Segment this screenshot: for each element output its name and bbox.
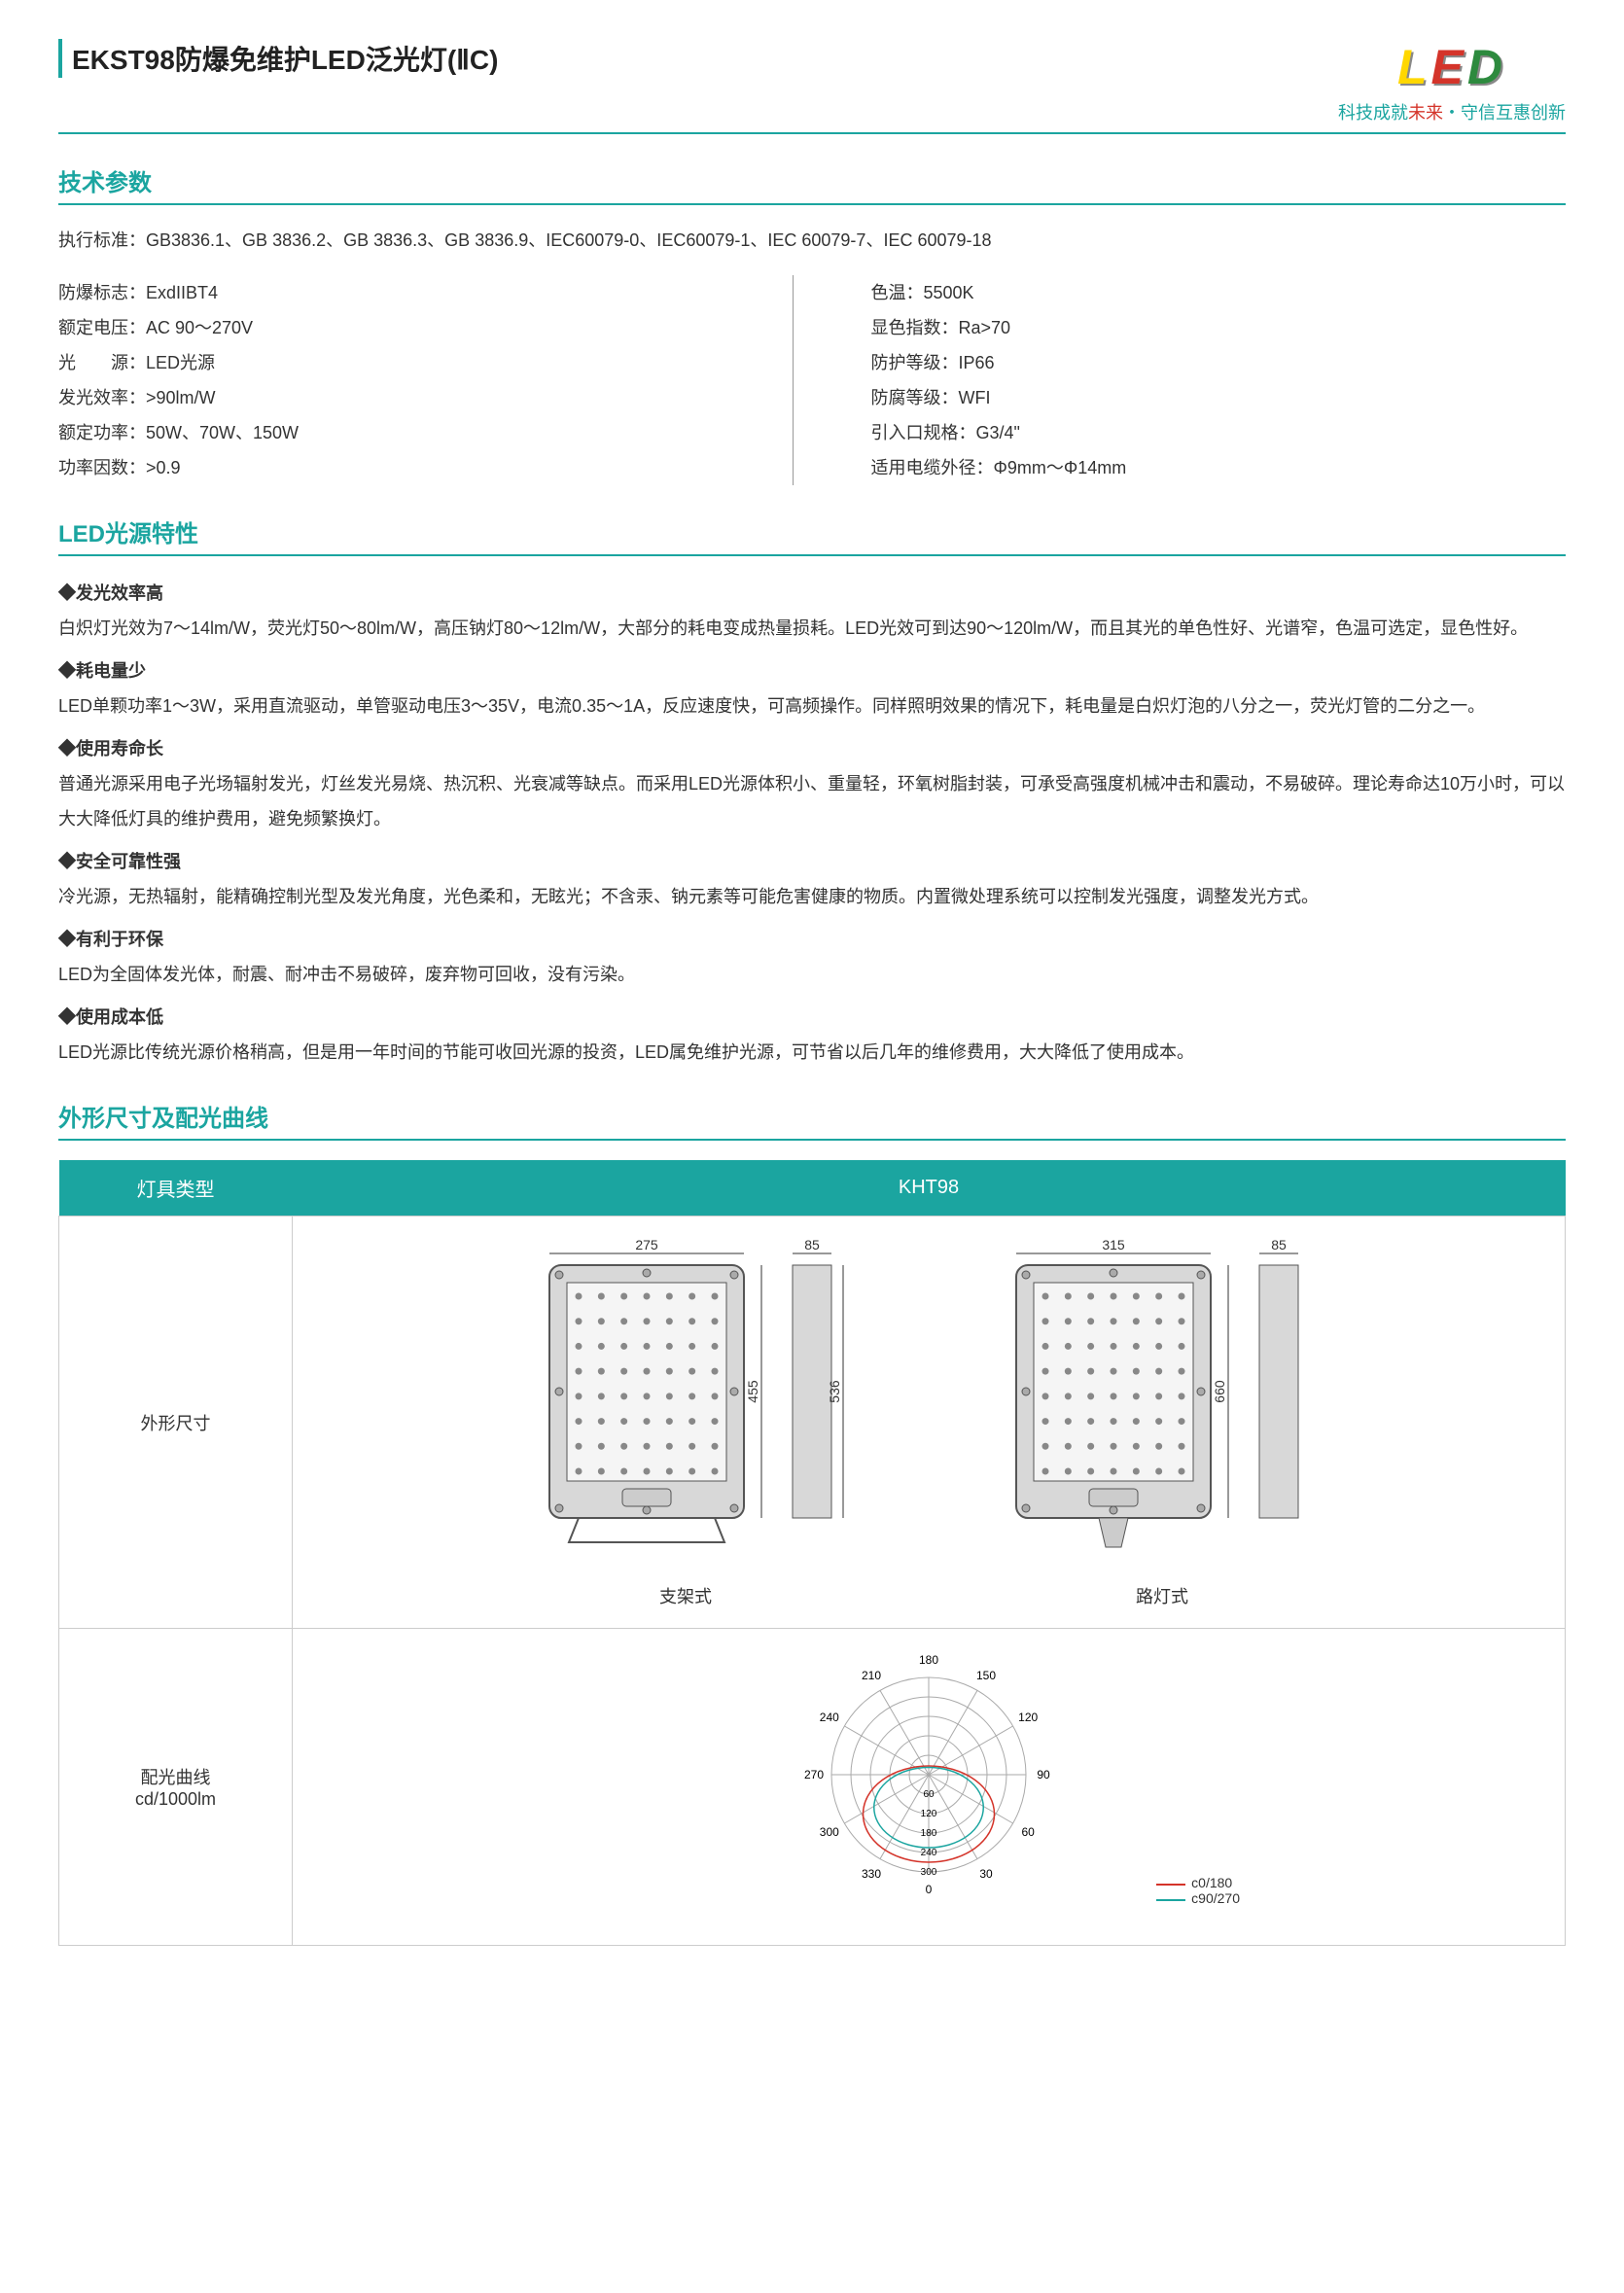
polar-legend: c0/180c90/270	[1156, 1875, 1240, 1906]
svg-text:60: 60	[1022, 1825, 1036, 1839]
param-row: 光 源：LED光源	[58, 345, 754, 380]
svg-text:536: 536	[827, 1380, 842, 1403]
diagram-pole: 315 660 85 路灯式	[977, 1236, 1347, 1608]
params-left-col: 防爆标志：ExdIIBT4额定电压：AC 90～270V光 源：LED光源发光效…	[58, 275, 794, 485]
exec-standard: 执行标准：GB3836.1、GB 3836.2、GB 3836.3、GB 383…	[58, 225, 1566, 256]
led-logo: LED	[1338, 39, 1566, 95]
svg-text:85: 85	[804, 1237, 820, 1252]
svg-text:660: 660	[1212, 1380, 1227, 1403]
logo-letter-e: E	[1431, 40, 1467, 94]
param-row: 额定功率：50W、70W、150W	[58, 415, 754, 450]
feature-heading: ◆有利于环保	[58, 922, 1566, 957]
param-row: 防腐等级：WFI	[871, 380, 1567, 415]
feature-heading: ◆发光效率高	[58, 576, 1566, 611]
slogan: 科技成就未来・守信互惠创新	[1338, 99, 1566, 124]
param-row: 色温：5500K	[871, 275, 1567, 310]
section-led-features: LED光源特性	[58, 514, 1566, 556]
feature-text: LED光源比传统光源价格稍高，但是用一年时间的节能可收回光源的投资，LED属免维…	[58, 1035, 1566, 1070]
param-row: 适用电缆外径：Φ9mm～Φ14mm	[871, 450, 1567, 485]
feature-heading: ◆耗电量少	[58, 653, 1566, 688]
logo-letter-d: D	[1467, 40, 1506, 94]
feature-text: LED为全固体发光体，耐震、耐冲击不易破碎，废弃物可回收，没有污染。	[58, 957, 1566, 992]
svg-text:60: 60	[923, 1789, 935, 1800]
param-row: 防爆标志：ExdIIBT4	[58, 275, 754, 310]
feature-heading: ◆使用寿命长	[58, 731, 1566, 766]
param-row: 防护等级：IP66	[871, 345, 1567, 380]
svg-text:275: 275	[635, 1237, 658, 1252]
param-row: 显色指数：Ra>70	[871, 310, 1567, 345]
svg-text:300: 300	[820, 1825, 839, 1839]
svg-text:120: 120	[1018, 1711, 1038, 1724]
row-label-dimensions: 外形尺寸	[59, 1217, 293, 1629]
row-label-polar: 配光曲线 cd/1000lm	[59, 1629, 293, 1946]
polar-chart-icon: 1801501209060300330300270240210601201802…	[754, 1648, 1104, 1921]
svg-text:300: 300	[921, 1867, 937, 1878]
diagram-label-pole: 路灯式	[977, 1583, 1347, 1608]
svg-text:120: 120	[921, 1809, 937, 1819]
pole-drawing-icon: 315 660 85	[977, 1236, 1347, 1567]
svg-text:150: 150	[976, 1669, 996, 1682]
svg-text:240: 240	[820, 1711, 839, 1724]
legend-item: c0/180	[1156, 1875, 1240, 1890]
cell-dimensions-diagrams: 275 455 85 536 支架式 315 660 85 路灯式	[293, 1217, 1566, 1629]
svg-text:180: 180	[919, 1653, 938, 1667]
svg-text:180: 180	[921, 1828, 937, 1839]
logo-area: LED 科技成就未来・守信互惠创新	[1338, 39, 1566, 124]
feature-heading: ◆安全可靠性强	[58, 844, 1566, 879]
dimensions-table: 灯具类型 KHT98 外形尺寸 275 455 85 536 支架式 315 660 85…	[58, 1160, 1566, 1946]
svg-text:210: 210	[862, 1669, 881, 1682]
diagram-label-bracket: 支架式	[511, 1583, 861, 1608]
feature-heading: ◆使用成本低	[58, 1000, 1566, 1035]
bracket-drawing-icon: 275 455 85 536	[511, 1236, 861, 1567]
svg-text:270: 270	[804, 1768, 824, 1781]
param-row: 引入口规格：G3/4"	[871, 415, 1567, 450]
svg-text:240: 240	[921, 1848, 937, 1858]
feature-text: 普通光源采用电子光场辐射发光，灯丝发光易烧、热沉积、光衰减等缺点。而采用LED光…	[58, 766, 1566, 836]
features-list: ◆发光效率高白炽灯光效为7～14lm/W，荧光灯50～80lm/W，高压钠灯80…	[58, 576, 1566, 1070]
svg-text:85: 85	[1271, 1237, 1287, 1252]
svg-text:330: 330	[862, 1868, 881, 1882]
params-grid: 防爆标志：ExdIIBT4额定电压：AC 90～270V光 源：LED光源发光效…	[58, 275, 1566, 485]
section-tech-params: 技术参数	[58, 163, 1566, 205]
diagram-bracket: 275 455 85 536 支架式	[511, 1236, 861, 1608]
table-header-model: KHT98	[293, 1160, 1566, 1217]
param-row: 发光效率：>90lm/W	[58, 380, 754, 415]
svg-text:30: 30	[979, 1868, 993, 1882]
page-header: EKST98防爆免维护LED泛光灯(ⅡC) LED 科技成就未来・守信互惠创新	[58, 39, 1566, 134]
section-dimensions: 外形尺寸及配光曲线	[58, 1099, 1566, 1141]
svg-text:455: 455	[745, 1380, 760, 1403]
logo-letter-l: L	[1397, 40, 1431, 94]
param-row: 额定电压：AC 90～270V	[58, 310, 754, 345]
feature-text: 冷光源，无热辐射，能精确控制光型及发光角度，光色柔和，无眩光；不含汞、钠元素等可…	[58, 879, 1566, 914]
params-right-col: 色温：5500K显色指数：Ra>70防护等级：IP66防腐等级：WFI引入口规格…	[871, 275, 1567, 485]
svg-text:0: 0	[926, 1883, 933, 1896]
feature-text: LED单颗功率1～3W，采用直流驱动，单管驱动电压3～35V，电流0.35～1A…	[58, 688, 1566, 723]
table-header-type: 灯具类型	[59, 1160, 293, 1217]
svg-text:315: 315	[1102, 1237, 1125, 1252]
legend-item: c90/270	[1156, 1890, 1240, 1906]
feature-text: 白炽灯光效为7～14lm/W，荧光灯50～80lm/W，高压钠灯80～12lm/…	[58, 611, 1566, 646]
param-row: 功率因数：>0.9	[58, 450, 754, 485]
page-title: EKST98防爆免维护LED泛光灯(ⅡC)	[58, 39, 498, 78]
svg-text:90: 90	[1037, 1768, 1050, 1781]
cell-polar-diagram: 1801501209060300330300270240210601201802…	[293, 1629, 1566, 1946]
